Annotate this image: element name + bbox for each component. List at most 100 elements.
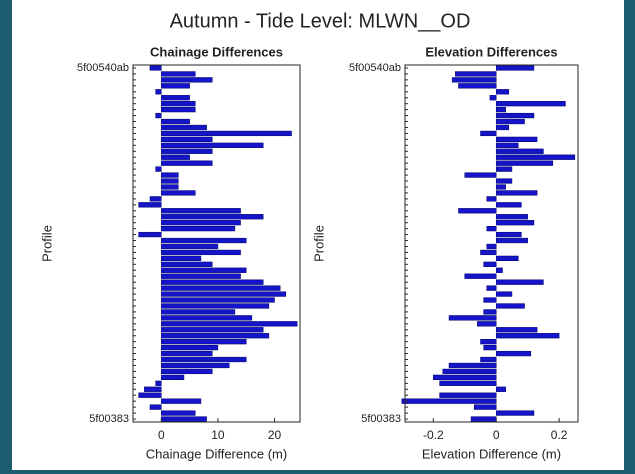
bar: [455, 71, 497, 77]
bar: [495, 267, 503, 273]
bar: [161, 309, 236, 315]
bar: [451, 77, 497, 83]
bar: [161, 136, 213, 143]
bar: [161, 225, 236, 232]
bar: [161, 83, 190, 89]
bar: [161, 178, 179, 184]
bar: [149, 196, 162, 202]
bar: [138, 231, 162, 238]
bar: [161, 267, 247, 273]
bar: [161, 130, 292, 137]
y-tick-label: 5f00540ab: [77, 62, 129, 74]
bar: [495, 118, 525, 125]
bar: [161, 95, 190, 101]
bar: [495, 106, 506, 113]
x-tick-label: -0.2: [423, 428, 444, 442]
bar: [483, 344, 497, 351]
bar: [495, 136, 538, 143]
bar: [470, 416, 497, 422]
bar: [161, 303, 270, 309]
bar: [464, 273, 497, 279]
axes-frame: [132, 64, 301, 423]
y-tick-label: 5f00383: [361, 413, 401, 425]
bar: [442, 368, 497, 375]
bar: [495, 202, 522, 208]
bar: [483, 297, 497, 303]
bar: [495, 178, 513, 184]
bar: [495, 142, 519, 148]
y-tick-label: 5f00540ab: [349, 62, 401, 74]
bar: [483, 261, 497, 267]
bar: [495, 237, 528, 244]
bar: [448, 362, 497, 369]
bar: [495, 89, 510, 95]
bar: [486, 243, 497, 250]
bar: [161, 374, 185, 381]
subplot-title: Elevation Differences: [425, 44, 557, 59]
bar: [161, 106, 196, 113]
bar: [480, 339, 497, 345]
bar: [161, 410, 196, 416]
bar: [495, 101, 566, 107]
bar: [161, 315, 253, 321]
bar: [149, 404, 162, 410]
bar: [161, 71, 196, 77]
bar: [489, 95, 497, 101]
bar: [138, 202, 162, 208]
bar: [483, 309, 497, 315]
bar: [155, 166, 162, 172]
bar: [480, 249, 497, 256]
bar: [161, 261, 213, 267]
bar: [155, 380, 162, 386]
bar: [495, 303, 525, 309]
bar: [464, 172, 497, 178]
bar: [473, 404, 497, 410]
bar: [486, 196, 497, 202]
y-axis-label: Profile: [39, 225, 54, 262]
bar: [161, 398, 202, 404]
bar: [486, 225, 497, 232]
figure-title: Autumn - Tide Level: MLWN__OD: [170, 10, 471, 32]
bar: [161, 344, 219, 351]
bar: [161, 291, 287, 297]
bar: [495, 333, 560, 339]
bar: [161, 172, 179, 178]
bar: [161, 237, 247, 244]
bar: [161, 327, 264, 333]
bar: [161, 243, 219, 250]
bar: [458, 83, 497, 89]
x-axis-label: Chainage Difference (m): [146, 446, 287, 461]
bar: [495, 112, 535, 119]
bar: [495, 220, 535, 226]
bar: [486, 285, 497, 291]
bar: [155, 112, 162, 119]
bar: [477, 321, 497, 327]
panel: [12, 0, 624, 470]
bar: [161, 220, 241, 226]
bar: [161, 101, 196, 107]
bar: [138, 392, 162, 398]
x-tick-label: 0.2: [551, 428, 568, 442]
bar: [161, 148, 213, 154]
x-tick-label: 0: [493, 428, 500, 442]
x-axis-label: Elevation Difference (m): [422, 446, 561, 461]
bar: [495, 327, 538, 333]
bar: [495, 255, 519, 262]
y-tick-label: 5f00383: [89, 413, 129, 425]
bar: [495, 124, 510, 131]
bar: [433, 374, 497, 381]
bar: [161, 339, 247, 345]
bar: [495, 190, 538, 196]
bar: [161, 77, 213, 83]
bar: [161, 279, 264, 285]
x-tick-label: 0: [158, 428, 165, 442]
bar: [161, 190, 196, 196]
bar: [495, 65, 535, 71]
subplot-title: Chainage Differences: [150, 44, 283, 59]
bar: [495, 291, 513, 297]
bar: [161, 255, 202, 262]
bar: [161, 273, 241, 279]
bar: [439, 392, 497, 398]
